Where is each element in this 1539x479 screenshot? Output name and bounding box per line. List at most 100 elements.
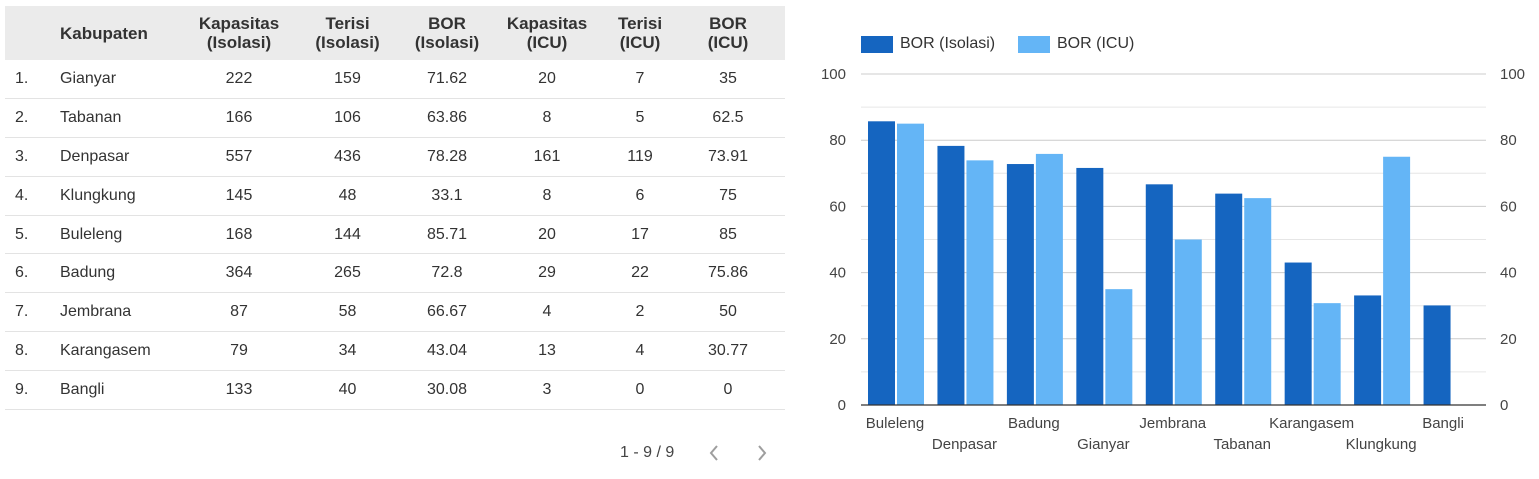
y-axis-left-tick-label: 20 [829, 331, 846, 348]
x-axis-tick-label: Denpasar [932, 436, 997, 453]
cell-kap_icu: 29 [538, 264, 556, 282]
bar-bor-isolasi [1145, 184, 1173, 405]
cell-bor_icu: 35 [719, 70, 737, 88]
cell-ter_icu: 2 [635, 303, 645, 321]
cell-bor_icu: 50 [719, 303, 737, 321]
column-header-ter_icu[interactable]: Terisi (ICU) [617, 14, 663, 52]
cell-idx: 3. [15, 147, 29, 165]
cell-kap_iso: 133 [225, 380, 253, 398]
cell-ter_iso: 40 [338, 380, 357, 398]
cell-ter_icu: 6 [635, 186, 645, 204]
cell-name: Bangli [60, 380, 105, 398]
table-row: 2. Tabanan 166 106 63.86 8 5 62.5 [5, 99, 785, 138]
table-row: 4. Klungkung 145 48 33.1 8 6 75 [5, 176, 785, 216]
cell-idx: 1. [15, 70, 29, 88]
legend-swatch-bor-isolasi [861, 35, 893, 53]
bar-bor-isolasi [1354, 295, 1382, 405]
y-axis-left-tick-label: 40 [829, 265, 846, 282]
column-header-ter_iso[interactable]: Terisi (Isolasi) [315, 14, 380, 52]
cell-ter_iso: 159 [334, 70, 361, 88]
x-axis-tick-label: Buleleng [866, 415, 924, 432]
cell-name: Jembrana [60, 303, 132, 321]
bar-bor-icu [1383, 156, 1411, 405]
cell-bor_iso: 43.04 [426, 341, 468, 359]
column-header-kap_icu[interactable]: Kapasitas (ICU) [506, 14, 588, 52]
y-axis-left-tick-label: 60 [829, 198, 846, 215]
cell-bor_icu: 75.86 [707, 264, 749, 282]
cell-idx: 6. [15, 264, 29, 282]
bar-bor-icu [897, 123, 924, 406]
cell-kap_iso: 222 [225, 70, 253, 88]
bar-bor-icu [1105, 289, 1133, 405]
table-row: 7. Jembrana 87 58 66.67 4 2 50 [5, 293, 785, 332]
next-page-button[interactable] [750, 438, 774, 468]
cell-kap_icu: 3 [542, 380, 552, 398]
cell-ter_iso: 144 [334, 225, 361, 243]
column-header-bor_icu[interactable]: BOR (ICU) [707, 14, 749, 52]
cell-kap_iso: 557 [225, 147, 253, 165]
x-axis-tick-label: Gianyar [1077, 436, 1130, 453]
cell-name: Buleleng [60, 225, 123, 243]
cell-ter_iso: 58 [338, 303, 357, 321]
cell-idx: 5. [15, 225, 29, 243]
cell-kap_icu: 20 [538, 225, 556, 243]
legend-item-bor-icu[interactable]: BOR (ICU) [1018, 34, 1134, 54]
bar-bor-isolasi [1076, 167, 1104, 405]
cell-bor_iso: 66.67 [426, 303, 468, 321]
cell-name: Badung [60, 264, 116, 282]
cell-kap_icu: 161 [533, 147, 561, 165]
cell-idx: 8. [15, 341, 29, 359]
cell-bor_iso: 33.1 [431, 186, 463, 204]
prev-page-button[interactable] [702, 438, 726, 468]
cell-name: Tabanan [60, 109, 122, 127]
y-axis-left-tick-label: 80 [829, 132, 846, 149]
column-header-idx [5, 6, 56, 60]
legend-label-bor-icu: BOR (ICU) [1057, 35, 1135, 52]
x-axis-tick-label: Karangasem [1269, 415, 1354, 432]
cell-ter_iso: 34 [338, 341, 357, 359]
legend-label-bor-isolasi: BOR (Isolasi) [900, 35, 996, 52]
x-axis-tick-label: Klungkung [1346, 436, 1417, 453]
bar-bor-icu [1174, 239, 1202, 405]
cell-ter_iso: 106 [334, 109, 361, 127]
cell-name: Karangasem [60, 341, 151, 359]
cell-ter_icu: 17 [631, 225, 649, 243]
cell-idx: 9. [15, 380, 29, 398]
cell-ter_icu: 7 [635, 70, 645, 88]
cell-ter_iso: 436 [334, 147, 361, 165]
column-header-name[interactable]: Kabupaten [60, 23, 148, 43]
table-row: 8. Karangasem 79 34 43.04 13 4 30.77 [5, 332, 785, 371]
table-row: 1. Gianyar 222 159 71.62 20 7 35 [5, 60, 785, 99]
pagination-label: 1 - 9 / 9 [620, 444, 675, 461]
cell-bor_icu: 73.91 [707, 147, 749, 165]
cell-idx: 4. [15, 186, 29, 204]
table-row: 3. Denpasar 557 436 78.28 161 119 73.91 [5, 138, 785, 177]
cell-ter_icu: 4 [635, 341, 645, 359]
chart-canvas: 0 0 20 20 40 40 60 60 80 80 100 100 Buleleng Denpasar… [821, 66, 1525, 453]
x-axis-tick-label: Badung [1008, 415, 1060, 432]
column-header-bor_iso[interactable]: BOR (Isolasi) [414, 14, 480, 52]
cell-kap_icu: 4 [542, 303, 552, 321]
x-axis-tick-label: Bangli [1422, 415, 1464, 432]
bar-bor-icu [1035, 153, 1063, 405]
chevron-right-icon [758, 445, 767, 461]
legend-swatch-bor-icu [1018, 35, 1050, 53]
cell-kap_iso: 145 [225, 186, 253, 204]
cell-idx: 2. [15, 109, 29, 127]
cell-bor_icu: 0 [723, 380, 733, 398]
pagination: 1 - 9 / 9 [620, 438, 798, 468]
cell-bor_iso: 63.86 [426, 109, 468, 127]
table-row: 6. Badung 364 265 72.8 29 22 75.86 [5, 254, 785, 293]
cell-name: Denpasar [60, 147, 130, 165]
cell-ter_iso: 265 [334, 264, 361, 282]
bar-bor-isolasi [1215, 193, 1243, 405]
column-header-kap_iso[interactable]: Kapasitas (Isolasi) [198, 14, 280, 52]
y-axis-right-tick-label: 20 [1500, 331, 1517, 348]
bar-bor-isolasi [1284, 262, 1312, 405]
table-row: 9. Bangli 133 40 30.08 3 0 0 [5, 370, 785, 410]
bar-bor-icu [1244, 198, 1272, 405]
cell-bor_iso: 78.28 [426, 147, 468, 165]
cell-kap_iso: 166 [225, 109, 253, 127]
legend-item-bor-isolasi[interactable]: BOR (Isolasi) [861, 34, 995, 54]
cell-bor_iso: 71.62 [426, 70, 468, 88]
